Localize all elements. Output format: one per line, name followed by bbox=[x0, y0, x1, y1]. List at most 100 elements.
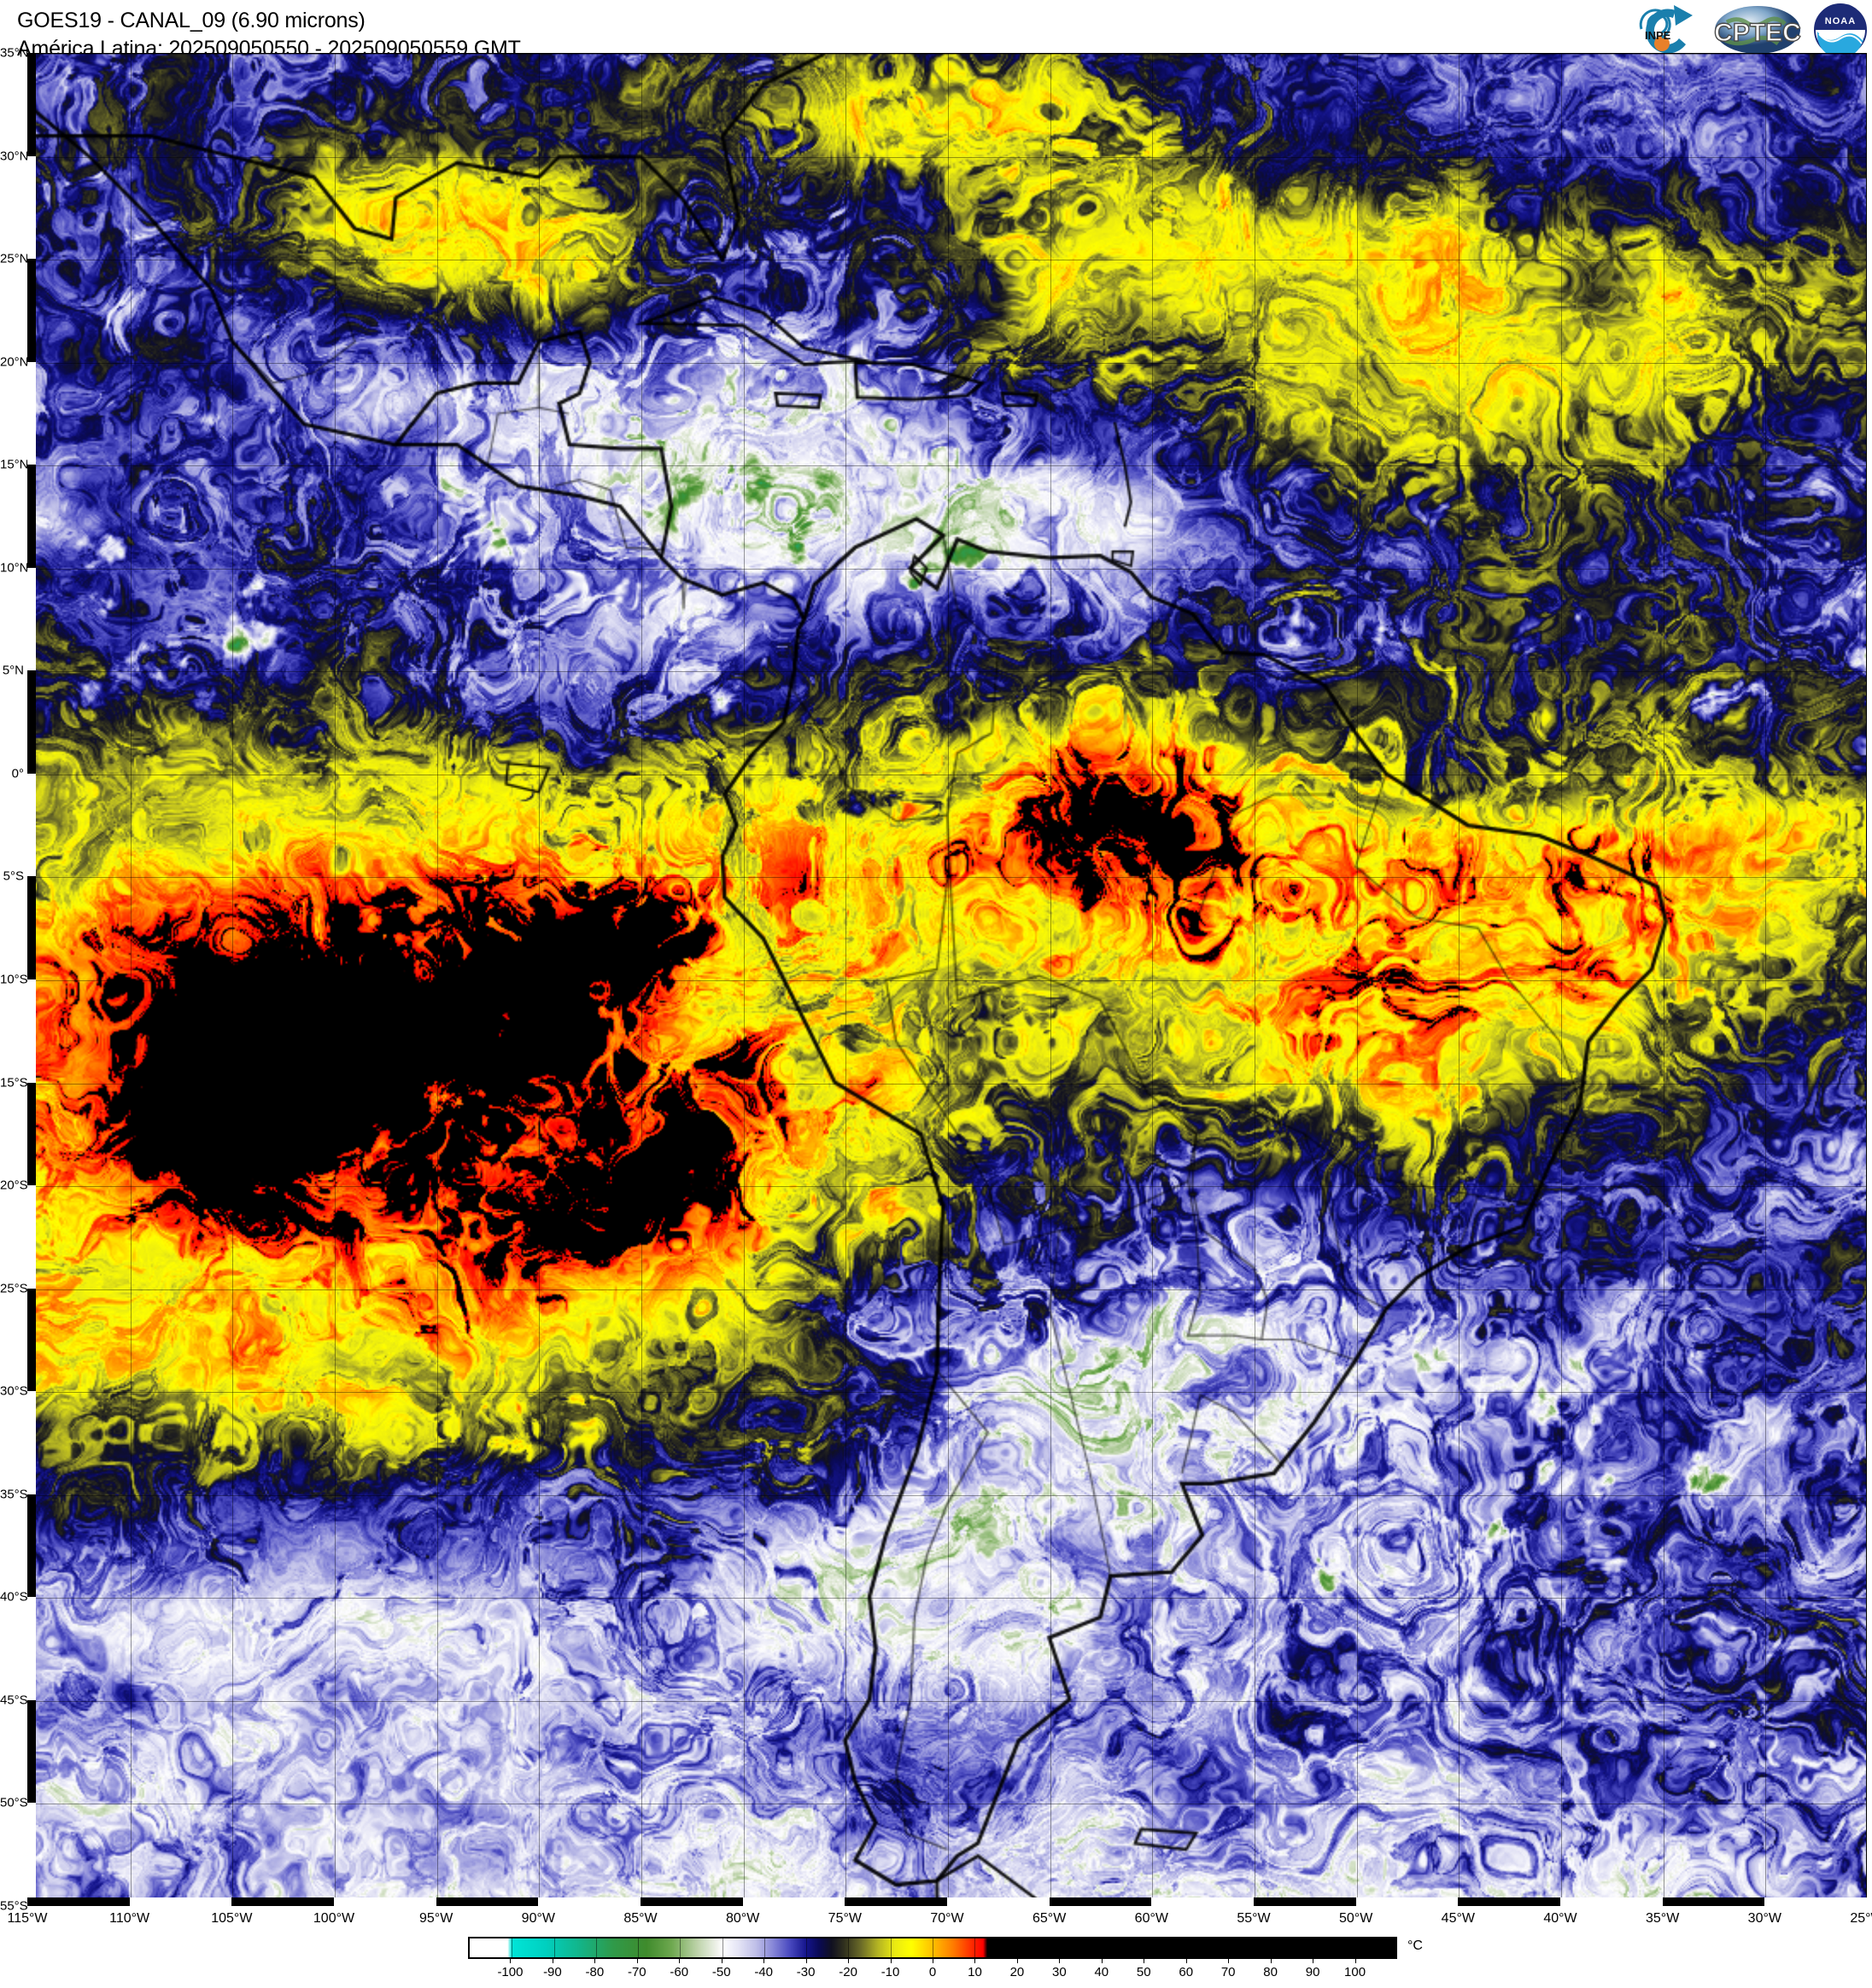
title-line-satellite-channel: GOES19 - CANAL_09 (6.90 microns) bbox=[17, 9, 366, 32]
colorbar-tick-label: -50 bbox=[711, 1965, 731, 1979]
colorbar-tick-mark bbox=[1016, 1959, 1018, 1963]
colorbar-tick-label: -70 bbox=[627, 1965, 646, 1979]
colorbar-tick-label: -80 bbox=[585, 1965, 605, 1979]
colorbar-scale bbox=[468, 1937, 1397, 1959]
colorbar-tick bbox=[1226, 1938, 1228, 1957]
colorbar-tick bbox=[1058, 1938, 1060, 1957]
longitude-tick-label: 65°W bbox=[1033, 1911, 1067, 1926]
satellite-imagery-canvas[interactable] bbox=[28, 54, 1866, 1905]
longitude-tick-label: 45°W bbox=[1441, 1911, 1475, 1926]
colorbar-tick-label: -100 bbox=[497, 1965, 524, 1979]
colorbar-unit-label: °C bbox=[1407, 1938, 1423, 1953]
colorbar-tick-mark bbox=[848, 1959, 850, 1963]
latitude-tick-label: 20°S bbox=[0, 1178, 28, 1193]
axis-tick-segment bbox=[27, 1699, 36, 1804]
axis-tick-segment bbox=[1254, 1897, 1356, 1906]
latitude-tick-label: 0° bbox=[11, 766, 24, 781]
colorbar-tick-label: 40 bbox=[1094, 1965, 1109, 1979]
colorbar-tick bbox=[974, 1938, 976, 1957]
longitude-tick-label: 95°W bbox=[419, 1911, 453, 1926]
latitude-axis-labels: 35°N 30°N 25°N 20°N 15°N 10°N 5°N 0° 5°S 10°S 15°S… bbox=[0, 0, 29, 1988]
logo-bar: INPE CPTEC bbox=[1624, 2, 1867, 58]
colorbar-tick-mark bbox=[679, 1959, 681, 1963]
colorbar-legend: -100 -90 -80 -70 -60 -50 -40 -30 -20 -10 0 10 20 30 40… bbox=[468, 1937, 1423, 1988]
axis-tick-segment bbox=[1458, 1897, 1560, 1906]
axis-tick-segment bbox=[27, 53, 36, 156]
longitude-axis-labels: 115°W 110°W 105°W 100°W 95°W 90°W 85°W 80°W 75°W… bbox=[0, 1911, 1872, 1933]
colorbar-tick bbox=[848, 1938, 850, 1957]
longitude-tick-label: 75°W bbox=[828, 1911, 862, 1926]
colorbar-tick-mark bbox=[1101, 1959, 1103, 1963]
latitude-tick-label: 50°S bbox=[0, 1795, 28, 1810]
longitude-tick-label: 105°W bbox=[211, 1911, 253, 1926]
colorbar-tick-label: -90 bbox=[543, 1965, 562, 1979]
axis-tick-segment bbox=[27, 670, 36, 774]
longitude-tick-label: 35°W bbox=[1646, 1911, 1680, 1926]
noaa-logo: NOAA bbox=[1814, 3, 1867, 58]
latitude-tick-label: 30°N bbox=[0, 149, 29, 164]
colorbar-tick-mark bbox=[1354, 1959, 1356, 1963]
colorbar-tick-label: 10 bbox=[968, 1965, 982, 1979]
colorbar-tick bbox=[1311, 1938, 1313, 1957]
colorbar-tick-mark bbox=[1228, 1959, 1230, 1963]
colorbar-tick-label: 50 bbox=[1136, 1965, 1151, 1979]
colorbar-tick bbox=[1269, 1938, 1271, 1957]
latitude-tick-label: 45°S bbox=[0, 1693, 28, 1708]
latitude-tick-label: 35°S bbox=[0, 1487, 28, 1502]
colorbar-tick-label: 20 bbox=[1009, 1965, 1025, 1979]
colorbar-tick-mark bbox=[763, 1959, 765, 1963]
colorbar-tick-label: 60 bbox=[1179, 1965, 1194, 1979]
colorbar-tick bbox=[1101, 1938, 1103, 1957]
colorbar-tick-label: -40 bbox=[754, 1965, 774, 1979]
latitude-tick-label: 5°S bbox=[3, 868, 24, 884]
inpe-logo: INPE bbox=[1624, 3, 1701, 56]
axis-tick-segment bbox=[27, 1082, 36, 1186]
colorbar-tick-mark bbox=[974, 1959, 976, 1963]
latitude-tick-label: 5°N bbox=[2, 663, 24, 678]
svg-text:CPTEC: CPTEC bbox=[1714, 19, 1801, 47]
colorbar-tick bbox=[722, 1938, 723, 1957]
colorbar-tick bbox=[1185, 1938, 1186, 1957]
longitude-tick-label: 25°W bbox=[1850, 1911, 1872, 1926]
longitude-tick-label: 30°W bbox=[1747, 1911, 1781, 1926]
colorbar-tick bbox=[680, 1938, 682, 1957]
axis-tick-segment bbox=[27, 1494, 36, 1598]
colorbar-tick bbox=[806, 1938, 808, 1957]
axis-tick-segment bbox=[1662, 1897, 1765, 1906]
latitude-tick-label: 15°S bbox=[0, 1075, 28, 1090]
longitude-tick-label: 60°W bbox=[1134, 1911, 1168, 1926]
colorbar-tick-labels: -100 -90 -80 -70 -60 -50 -40 -30 -20 -10 0 10 20 30 40… bbox=[468, 1959, 1397, 1988]
axis-tick-segment bbox=[27, 465, 36, 568]
latitude-tick-label: 25°S bbox=[0, 1281, 28, 1296]
colorbar-tick-mark bbox=[890, 1959, 892, 1963]
satellite-map[interactable] bbox=[27, 53, 1867, 1906]
colorbar-tick-label: 90 bbox=[1305, 1965, 1320, 1979]
colorbar-tick-label: -60 bbox=[670, 1965, 689, 1979]
longitude-tick-label: 85°W bbox=[623, 1911, 658, 1926]
axis-tick-segment bbox=[845, 1897, 947, 1906]
axis-tick-segment bbox=[27, 1288, 36, 1392]
colorbar-tick bbox=[595, 1938, 597, 1957]
colorbar-tick bbox=[890, 1938, 892, 1957]
colorbar-tick-mark bbox=[805, 1959, 807, 1963]
colorbar-tick-label: 0 bbox=[928, 1965, 937, 1979]
svg-text:INPE: INPE bbox=[1645, 29, 1671, 42]
cptec-logo: CPTEC bbox=[1713, 3, 1802, 56]
colorbar-tick-label: -20 bbox=[839, 1965, 857, 1979]
colorbar-gradient bbox=[470, 1938, 1395, 1957]
latitude-tick-label: 25°N bbox=[0, 251, 29, 266]
latitude-tick-label: 20°N bbox=[0, 354, 29, 370]
longitude-tick-label: 55°W bbox=[1237, 1911, 1271, 1926]
colorbar-tick-label: 80 bbox=[1263, 1965, 1278, 1979]
longitude-tick-label: 50°W bbox=[1339, 1911, 1373, 1926]
colorbar-tick-label: 70 bbox=[1220, 1965, 1236, 1979]
colorbar-tick bbox=[763, 1938, 765, 1957]
latitude-tick-label: 30°S bbox=[0, 1383, 28, 1399]
colorbar-tick bbox=[638, 1938, 640, 1957]
longitude-tick-label: 110°W bbox=[109, 1911, 150, 1926]
axis-tick-segment bbox=[436, 1897, 539, 1906]
longitude-tick-label: 90°W bbox=[521, 1911, 555, 1926]
axis-tick-segment bbox=[641, 1897, 743, 1906]
colorbar-tick-mark bbox=[510, 1959, 512, 1963]
longitude-tick-label: 70°W bbox=[930, 1911, 964, 1926]
